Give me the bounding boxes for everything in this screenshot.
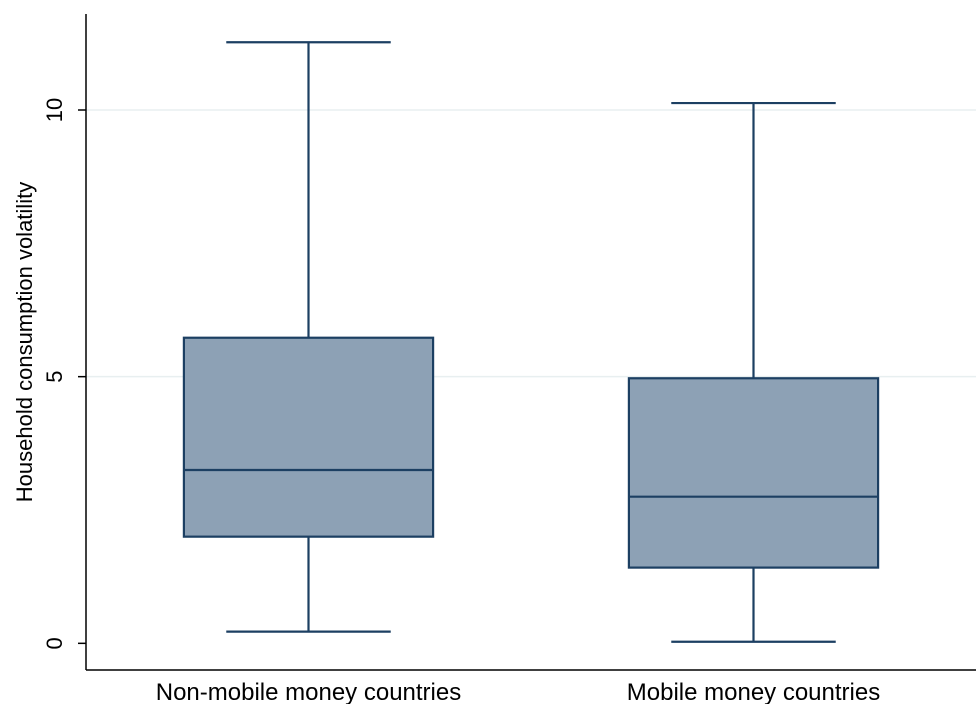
x-category-label-1: Mobile money countries: [627, 679, 880, 704]
box-0: [182, 41, 435, 633]
y-ticks: 0 5 10: [42, 98, 86, 649]
y-tick-label-2: 10: [42, 98, 67, 122]
y-tick-label-1: 5: [42, 371, 67, 383]
y-axis-title: Household consumption volatility: [12, 182, 37, 502]
iqr-box: [627, 377, 880, 569]
box-1: [627, 101, 880, 643]
y-tick-label-0: 0: [42, 637, 67, 649]
x-category-label-0: Non-mobile money countries: [156, 679, 461, 704]
axes: [85, 14, 976, 671]
iqr-box: [182, 336, 435, 538]
boxes: [182, 41, 880, 643]
x-category-labels: Non-mobile money countries Mobile money c…: [156, 679, 880, 704]
